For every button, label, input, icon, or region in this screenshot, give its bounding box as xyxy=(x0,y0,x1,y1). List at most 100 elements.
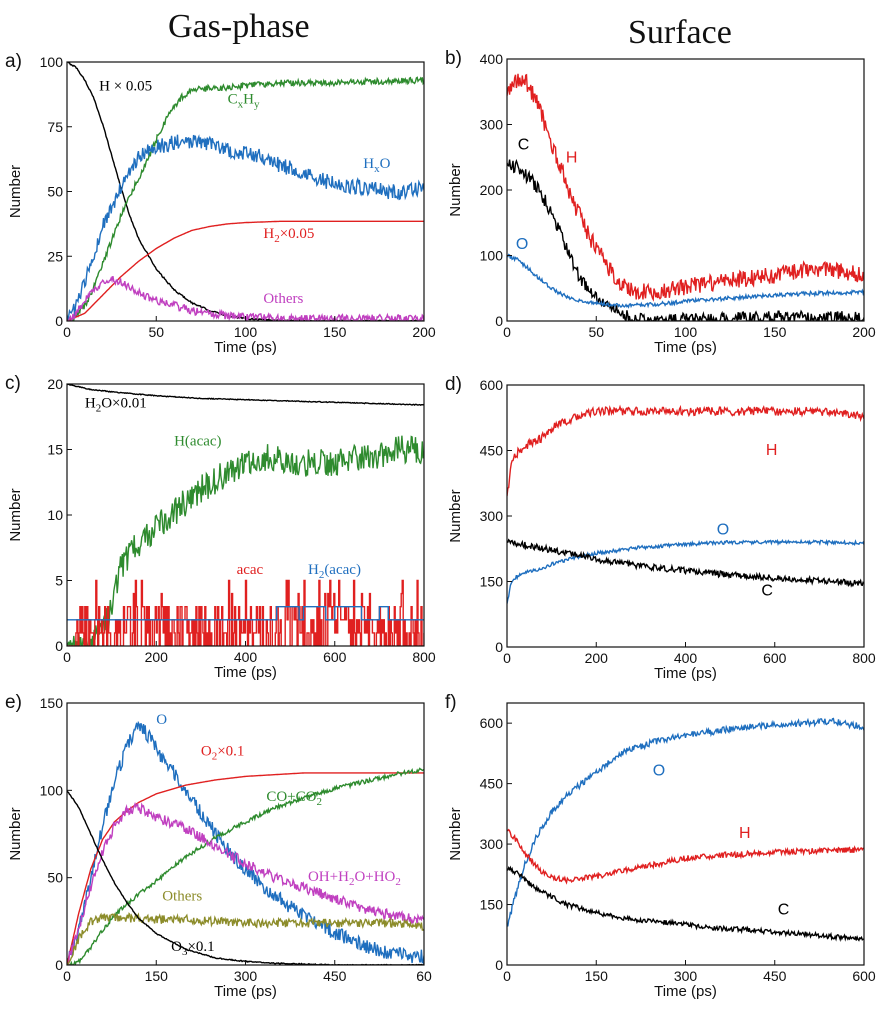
x-tick-label: 600 xyxy=(852,968,876,984)
y-tick-label: 100 xyxy=(480,248,504,264)
series-hxo-line xyxy=(67,134,424,321)
y-tick-label: 600 xyxy=(480,377,504,393)
x-tick-label: 450 xyxy=(323,968,347,984)
series-label-co-co2: CO+CO2 xyxy=(266,789,322,808)
series-label-o: O xyxy=(653,763,665,780)
x-tick-label: 200 xyxy=(852,324,876,340)
x-tick-label: 0 xyxy=(63,968,71,984)
series-others-line xyxy=(67,912,424,965)
series-o-line xyxy=(507,538,864,604)
y-tick-label: 100 xyxy=(40,782,64,798)
y-tick-label: 50 xyxy=(47,870,63,886)
y-tick-label: 50 xyxy=(47,184,63,200)
series-label-o2-0-1: O2×0.1 xyxy=(201,743,245,762)
x-tick-label: 100 xyxy=(674,324,698,340)
panel-label: c) xyxy=(5,373,21,394)
x-tick-label: 300 xyxy=(234,968,258,984)
series-label-o: O xyxy=(516,236,528,253)
series-h-line xyxy=(507,404,864,497)
plot-frame xyxy=(506,702,865,966)
y-tick-label: 100 xyxy=(40,54,64,70)
series-label-h-acac: H(acac) xyxy=(174,434,221,450)
series-oh-h2o-ho2-line xyxy=(67,801,424,965)
series-o-line xyxy=(507,717,864,927)
panel-label: e) xyxy=(5,692,22,713)
y-tick-label: 5 xyxy=(55,573,63,589)
y-tick-label: 15 xyxy=(47,442,63,458)
y-tick-label: 300 xyxy=(480,117,504,133)
y-tick-label: 0 xyxy=(55,638,63,654)
y-tick-label: 200 xyxy=(480,182,504,198)
series-h-acac-line xyxy=(67,435,424,646)
y-tick-label: 300 xyxy=(480,508,504,524)
y-tick-label: 0 xyxy=(495,639,503,655)
y-axis-label: Number xyxy=(7,488,24,541)
series-label-c: C xyxy=(518,136,530,153)
series-h2-acac-line xyxy=(67,606,424,621)
surface-title: Surface xyxy=(628,14,732,51)
series-label-acac: acac xyxy=(237,562,264,578)
y-tick-label: 150 xyxy=(480,897,504,913)
y-tick-label: 450 xyxy=(480,443,504,459)
series-h2-0-05-line xyxy=(67,220,424,321)
gas-phase-title: Gas-phase xyxy=(168,8,310,45)
x-tick-label: 50 xyxy=(588,324,604,340)
x-tick-label: 150 xyxy=(323,324,347,340)
x-tick-label: 150 xyxy=(585,968,609,984)
x-axis-label: Time (ps) xyxy=(214,339,277,356)
y-tick-label: 400 xyxy=(480,51,504,67)
series-label-others: Others xyxy=(263,291,303,307)
x-tick-label: 0 xyxy=(63,649,71,665)
panel-f: 0 150 300 450 600 0 150 300 450 600 Time (ps) Numbe… xyxy=(445,692,876,1000)
y-axis-label: Number xyxy=(7,807,24,860)
series-label-c: C xyxy=(778,902,790,919)
x-tick-label: 0 xyxy=(503,324,511,340)
x-tick-label: 400 xyxy=(674,650,698,666)
y-tick-label: 20 xyxy=(47,376,63,392)
x-tick-label: 150 xyxy=(145,968,169,984)
y-axis-label: Number xyxy=(7,165,24,218)
series-label-h: H xyxy=(766,442,778,459)
y-tick-label: 10 xyxy=(47,507,63,523)
series-label-hxo: HxO xyxy=(363,156,390,175)
series-c-line xyxy=(507,538,864,588)
series-label-cxhy: CxHy xyxy=(228,91,260,110)
x-tick-label: 50 xyxy=(148,324,164,340)
series-h2o-0-01-line xyxy=(67,384,424,407)
y-tick-label: 0 xyxy=(55,957,63,973)
series-h-line xyxy=(507,828,864,885)
panel-label: a) xyxy=(5,51,22,72)
x-tick-label: 600 xyxy=(763,650,787,666)
x-axis-label: Time (ps) xyxy=(654,983,717,1000)
x-tick-label: 150 xyxy=(763,324,787,340)
x-tick-label: 300 xyxy=(674,968,698,984)
series-label-o: O xyxy=(717,521,729,538)
y-tick-label: 25 xyxy=(47,248,63,264)
series-label-h-0-05: H × 0.05 xyxy=(99,78,152,94)
y-axis-label: Number xyxy=(447,163,464,216)
x-axis-label: Time (ps) xyxy=(654,339,717,356)
series-label-h: H xyxy=(739,825,751,842)
x-tick-label: 800 xyxy=(852,650,876,666)
x-tick-label: 200 xyxy=(585,650,609,666)
x-tick-label: 450 xyxy=(763,968,787,984)
series-label-h2o-0-01: H2O×0.01 xyxy=(85,396,147,415)
series-label-h: H xyxy=(566,149,578,166)
x-tick-label: 600 xyxy=(323,649,347,665)
y-axis-label: Number xyxy=(447,807,464,860)
series-label-c: C xyxy=(761,582,773,599)
panel-c: 0 200 400 600 800 0 5 10 15 20 Time (ps) Number c) H2… xyxy=(5,373,436,681)
series-label-h2-acac: H2(acac) xyxy=(308,562,361,581)
y-tick-label: 0 xyxy=(495,313,503,329)
y-tick-label: 600 xyxy=(480,715,504,731)
x-axis-label: Time (ps) xyxy=(654,665,717,682)
x-tick-label: 60 xyxy=(416,968,432,984)
series-o-line xyxy=(507,253,864,309)
x-tick-label: 200 xyxy=(412,324,436,340)
x-tick-label: 0 xyxy=(503,650,511,666)
panel-d: 0 200 400 600 800 0 150 300 450 600 Time (ps) Numbe… xyxy=(445,374,876,682)
series-c-line xyxy=(507,158,864,321)
series-label-h2-0-05: H2×0.05 xyxy=(263,226,314,245)
x-tick-label: 200 xyxy=(145,649,169,665)
